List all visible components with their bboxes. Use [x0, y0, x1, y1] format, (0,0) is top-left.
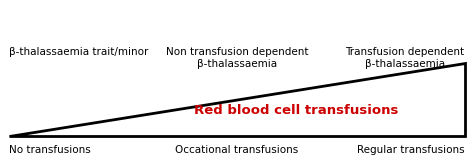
- Text: No transfusions: No transfusions: [9, 145, 91, 155]
- Text: Non transfusion dependent
β-thalassaemia: Non transfusion dependent β-thalassaemia: [166, 47, 308, 69]
- Polygon shape: [9, 63, 465, 136]
- Text: Red blood cell transfusions: Red blood cell transfusions: [194, 104, 398, 117]
- Text: Transfusion dependent
β-thalassaemia: Transfusion dependent β-thalassaemia: [346, 47, 465, 69]
- Text: Regular transfusions: Regular transfusions: [357, 145, 465, 155]
- Text: Occational transfusions: Occational transfusions: [175, 145, 299, 155]
- Text: β-thalassaemia trait/minor: β-thalassaemia trait/minor: [9, 47, 149, 57]
